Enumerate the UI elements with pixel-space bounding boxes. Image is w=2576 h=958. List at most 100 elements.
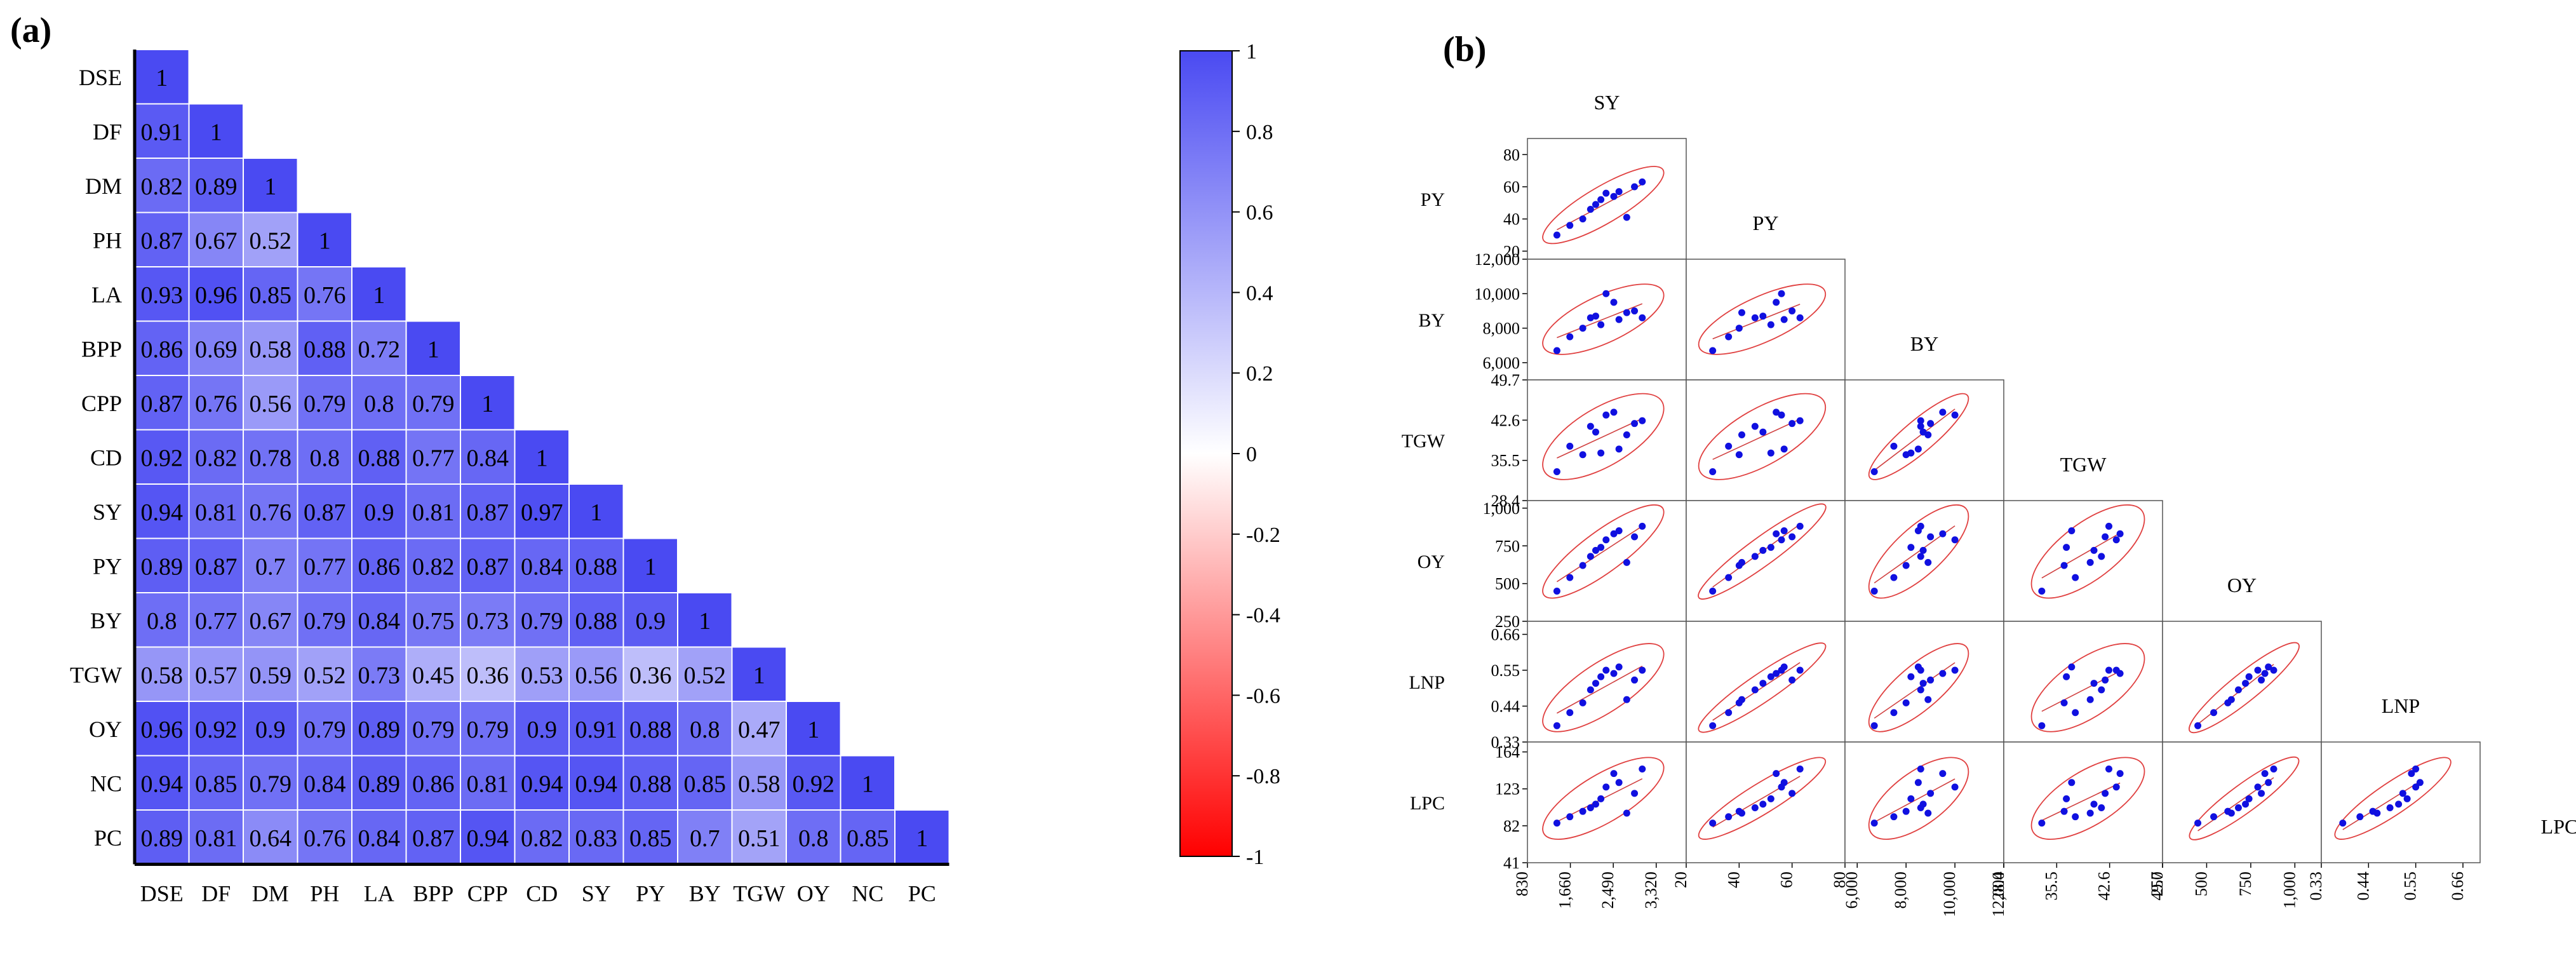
data-point bbox=[1735, 325, 1743, 332]
data-point bbox=[2116, 670, 2124, 677]
data-point bbox=[1553, 468, 1560, 476]
data-point bbox=[1592, 201, 1599, 208]
cell-value: 0.84 bbox=[467, 445, 509, 471]
data-point bbox=[1890, 442, 1898, 450]
cell-value: 0.92 bbox=[141, 445, 184, 471]
cell-value: 0.86 bbox=[412, 771, 455, 797]
data-point bbox=[1615, 188, 1623, 196]
heatmap-cell bbox=[731, 755, 787, 811]
y-tick-label: 6,000 bbox=[1483, 354, 1520, 372]
cell-value: 0.87 bbox=[467, 499, 509, 526]
data-point bbox=[1751, 314, 1759, 321]
data-point bbox=[2090, 680, 2098, 687]
data-point bbox=[2356, 813, 2364, 821]
x-tick-label: 1,000 bbox=[2280, 872, 2298, 909]
scatter-panel bbox=[1686, 500, 1846, 622]
y-tick-label: 42.6 bbox=[1491, 411, 1520, 429]
cell-value: 0.47 bbox=[738, 717, 781, 743]
cell-value: 0.81 bbox=[467, 771, 509, 797]
heatmap-cell bbox=[677, 592, 733, 648]
heatmap-cell bbox=[514, 429, 570, 485]
fit-line bbox=[2041, 782, 2121, 821]
data-point bbox=[1631, 183, 1639, 191]
panel-frame bbox=[2003, 741, 2163, 863]
data-point bbox=[1778, 290, 1785, 297]
data-point bbox=[2102, 533, 2109, 541]
y-tick-label: 20 bbox=[1503, 242, 1520, 260]
data-point bbox=[1767, 673, 1774, 680]
x-tick-label: 8,000 bbox=[1891, 872, 1910, 909]
data-point bbox=[1610, 530, 1618, 537]
heatmap-cell bbox=[405, 646, 461, 702]
heatmap-cell bbox=[297, 266, 352, 322]
data-point bbox=[2105, 766, 2112, 773]
data-point bbox=[2060, 562, 2068, 569]
y-tick-label: 49.7 bbox=[1491, 371, 1520, 389]
scatter-panel bbox=[1844, 500, 2004, 622]
data-point bbox=[1566, 813, 1574, 821]
colorbar-tick-label: 1 bbox=[1246, 40, 1257, 64]
data-point bbox=[1610, 670, 1618, 677]
cell-value: 0.82 bbox=[195, 445, 238, 471]
data-point bbox=[1566, 709, 1574, 717]
x-tick-label: 6,000 bbox=[1842, 872, 1861, 909]
scatter-panel bbox=[2162, 741, 2322, 863]
row-label: PC bbox=[94, 825, 122, 851]
heatmap-cell bbox=[243, 429, 299, 485]
fit-line bbox=[2041, 532, 2121, 579]
data-point bbox=[1907, 544, 1915, 551]
scatter-panel bbox=[2003, 500, 2163, 622]
column-label: PC bbox=[908, 881, 936, 907]
cell-value: 0.8 bbox=[147, 608, 177, 635]
data-point bbox=[1773, 670, 1780, 677]
cell-value: 0.84 bbox=[521, 553, 563, 580]
density-ellipse bbox=[1542, 283, 1665, 355]
cell-value: 0.85 bbox=[250, 282, 292, 309]
data-point bbox=[2112, 783, 2120, 791]
cell-value: 0.77 bbox=[412, 445, 455, 471]
colorbar-tick-label: -0.2 bbox=[1246, 523, 1280, 547]
data-point bbox=[1602, 536, 1610, 544]
cell-value: 0.87 bbox=[412, 825, 455, 852]
heatmap-cell bbox=[188, 537, 244, 593]
y-tick-label: 60 bbox=[1503, 178, 1520, 196]
scatter-panel bbox=[1844, 741, 2004, 863]
cell-value: 0.57 bbox=[195, 662, 238, 689]
cell-value: 0.76 bbox=[195, 391, 238, 417]
data-point bbox=[2254, 666, 2262, 674]
data-point bbox=[1725, 813, 1733, 821]
cell-value: 0.89 bbox=[358, 771, 401, 797]
x-tick-label: 80 bbox=[1830, 872, 1849, 888]
x-tick-label: 0.66 bbox=[2448, 872, 2467, 901]
column-label: PH bbox=[310, 881, 339, 907]
cell-value: 0.83 bbox=[575, 825, 618, 852]
cell-value: 0.52 bbox=[250, 227, 292, 254]
data-point bbox=[2116, 530, 2124, 537]
density-ellipse bbox=[1698, 757, 1827, 840]
row-label: DF bbox=[93, 119, 122, 144]
data-point bbox=[1751, 422, 1759, 430]
data-point bbox=[2105, 666, 2112, 674]
data-point bbox=[2245, 673, 2253, 680]
x-tick-label: 60 bbox=[1778, 872, 1796, 888]
data-point bbox=[1623, 431, 1630, 439]
x-tick-label: 49.7 bbox=[2148, 872, 2166, 901]
heatmap-cell bbox=[243, 483, 299, 539]
data-point bbox=[1597, 196, 1605, 203]
cell-value: 0.82 bbox=[412, 553, 455, 580]
data-point bbox=[1870, 588, 1878, 595]
density-ellipse bbox=[2334, 757, 2452, 840]
cell-value: 0.67 bbox=[250, 608, 292, 635]
data-point bbox=[1902, 807, 1910, 815]
data-point bbox=[1902, 562, 1910, 569]
heatmap-cell bbox=[405, 483, 461, 539]
x-tick-label: 3,320 bbox=[1642, 872, 1660, 909]
data-point bbox=[1773, 530, 1780, 537]
data-point bbox=[2210, 813, 2218, 821]
cell-value: 0.85 bbox=[629, 825, 672, 852]
data-point bbox=[2068, 663, 2076, 671]
heatmap-cell bbox=[460, 809, 516, 865]
data-point bbox=[2416, 779, 2424, 786]
y-tick-label: 0.44 bbox=[1491, 698, 1520, 716]
